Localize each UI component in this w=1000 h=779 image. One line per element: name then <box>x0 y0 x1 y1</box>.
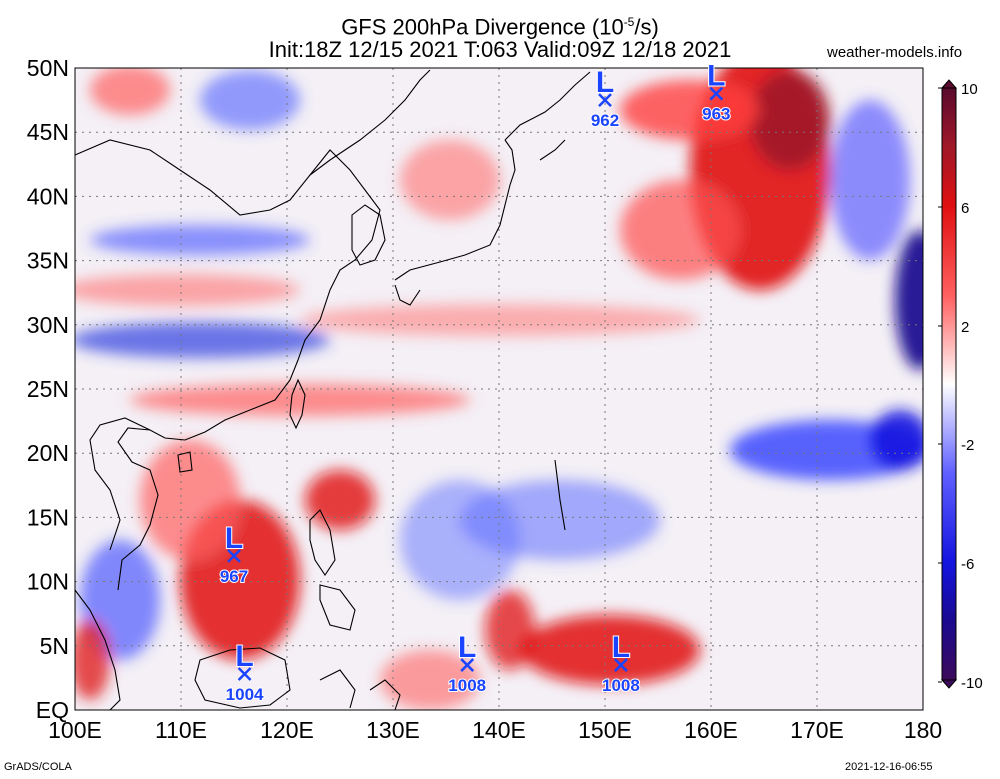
lon-label: 150E <box>578 717 632 743</box>
lon-label: 160E <box>684 717 738 743</box>
lon-label: 180 <box>904 717 942 743</box>
colorbar-top-cap <box>942 80 956 88</box>
lat-label: 45N <box>27 119 69 145</box>
longitude-labels: 100E 110E 120E 130E 140E 150E 160E 170E 180 <box>48 717 942 743</box>
low-pressure-label: 1004 <box>226 685 264 704</box>
low-letter: L <box>612 631 630 664</box>
low-pressure-label: 1008 <box>602 676 640 695</box>
low-pressure-label: 962 <box>591 111 619 130</box>
colorbar-label: 10 <box>961 81 978 98</box>
low-letter: L <box>707 60 725 93</box>
lat-label: 35N <box>27 248 69 274</box>
lat-label: 40N <box>27 183 69 209</box>
low-letter: L <box>225 522 243 555</box>
colorbar-bottom-cap <box>942 680 956 688</box>
lat-label: 30N <box>27 312 69 338</box>
colorbar-label: -2 <box>961 437 974 454</box>
colorbar: 10 6 2 -2 -6 -10 <box>938 80 983 692</box>
colorbar-label: -6 <box>961 556 974 573</box>
lon-label: 110E <box>155 717 207 743</box>
lat-label: 25N <box>27 376 69 402</box>
low-pressure-label: 1008 <box>448 676 486 695</box>
lat-label: 10N <box>27 569 69 595</box>
low-letter: L <box>235 640 253 673</box>
colorbar-label: 6 <box>961 200 969 217</box>
lon-label: 170E <box>790 717 844 743</box>
low-letter: L <box>596 66 614 99</box>
low-pressure-label: 967 <box>220 567 248 586</box>
low-pressure-label: 963 <box>702 105 730 124</box>
lon-label: 140E <box>472 717 526 743</box>
footer-credit: GrADS/COLA <box>4 761 72 773</box>
lon-label: 130E <box>366 717 420 743</box>
lat-label: 15N <box>27 504 69 530</box>
colorbar-scale <box>942 88 956 680</box>
lat-label: 50N <box>27 55 69 81</box>
footer-timestamp: 2021-12-16-06:55 <box>845 761 932 773</box>
lat-label: 5N <box>40 633 69 659</box>
colorbar-label: -10 <box>961 675 983 692</box>
lon-label: 100E <box>48 717 102 743</box>
lon-label: 120E <box>260 717 314 743</box>
colorbar-label: 2 <box>961 319 969 336</box>
lat-label: 20N <box>27 440 69 466</box>
low-letter: L <box>458 631 476 664</box>
